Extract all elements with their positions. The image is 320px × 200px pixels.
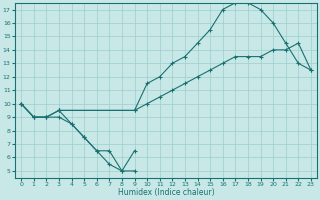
X-axis label: Humidex (Indice chaleur): Humidex (Indice chaleur)	[118, 188, 214, 197]
